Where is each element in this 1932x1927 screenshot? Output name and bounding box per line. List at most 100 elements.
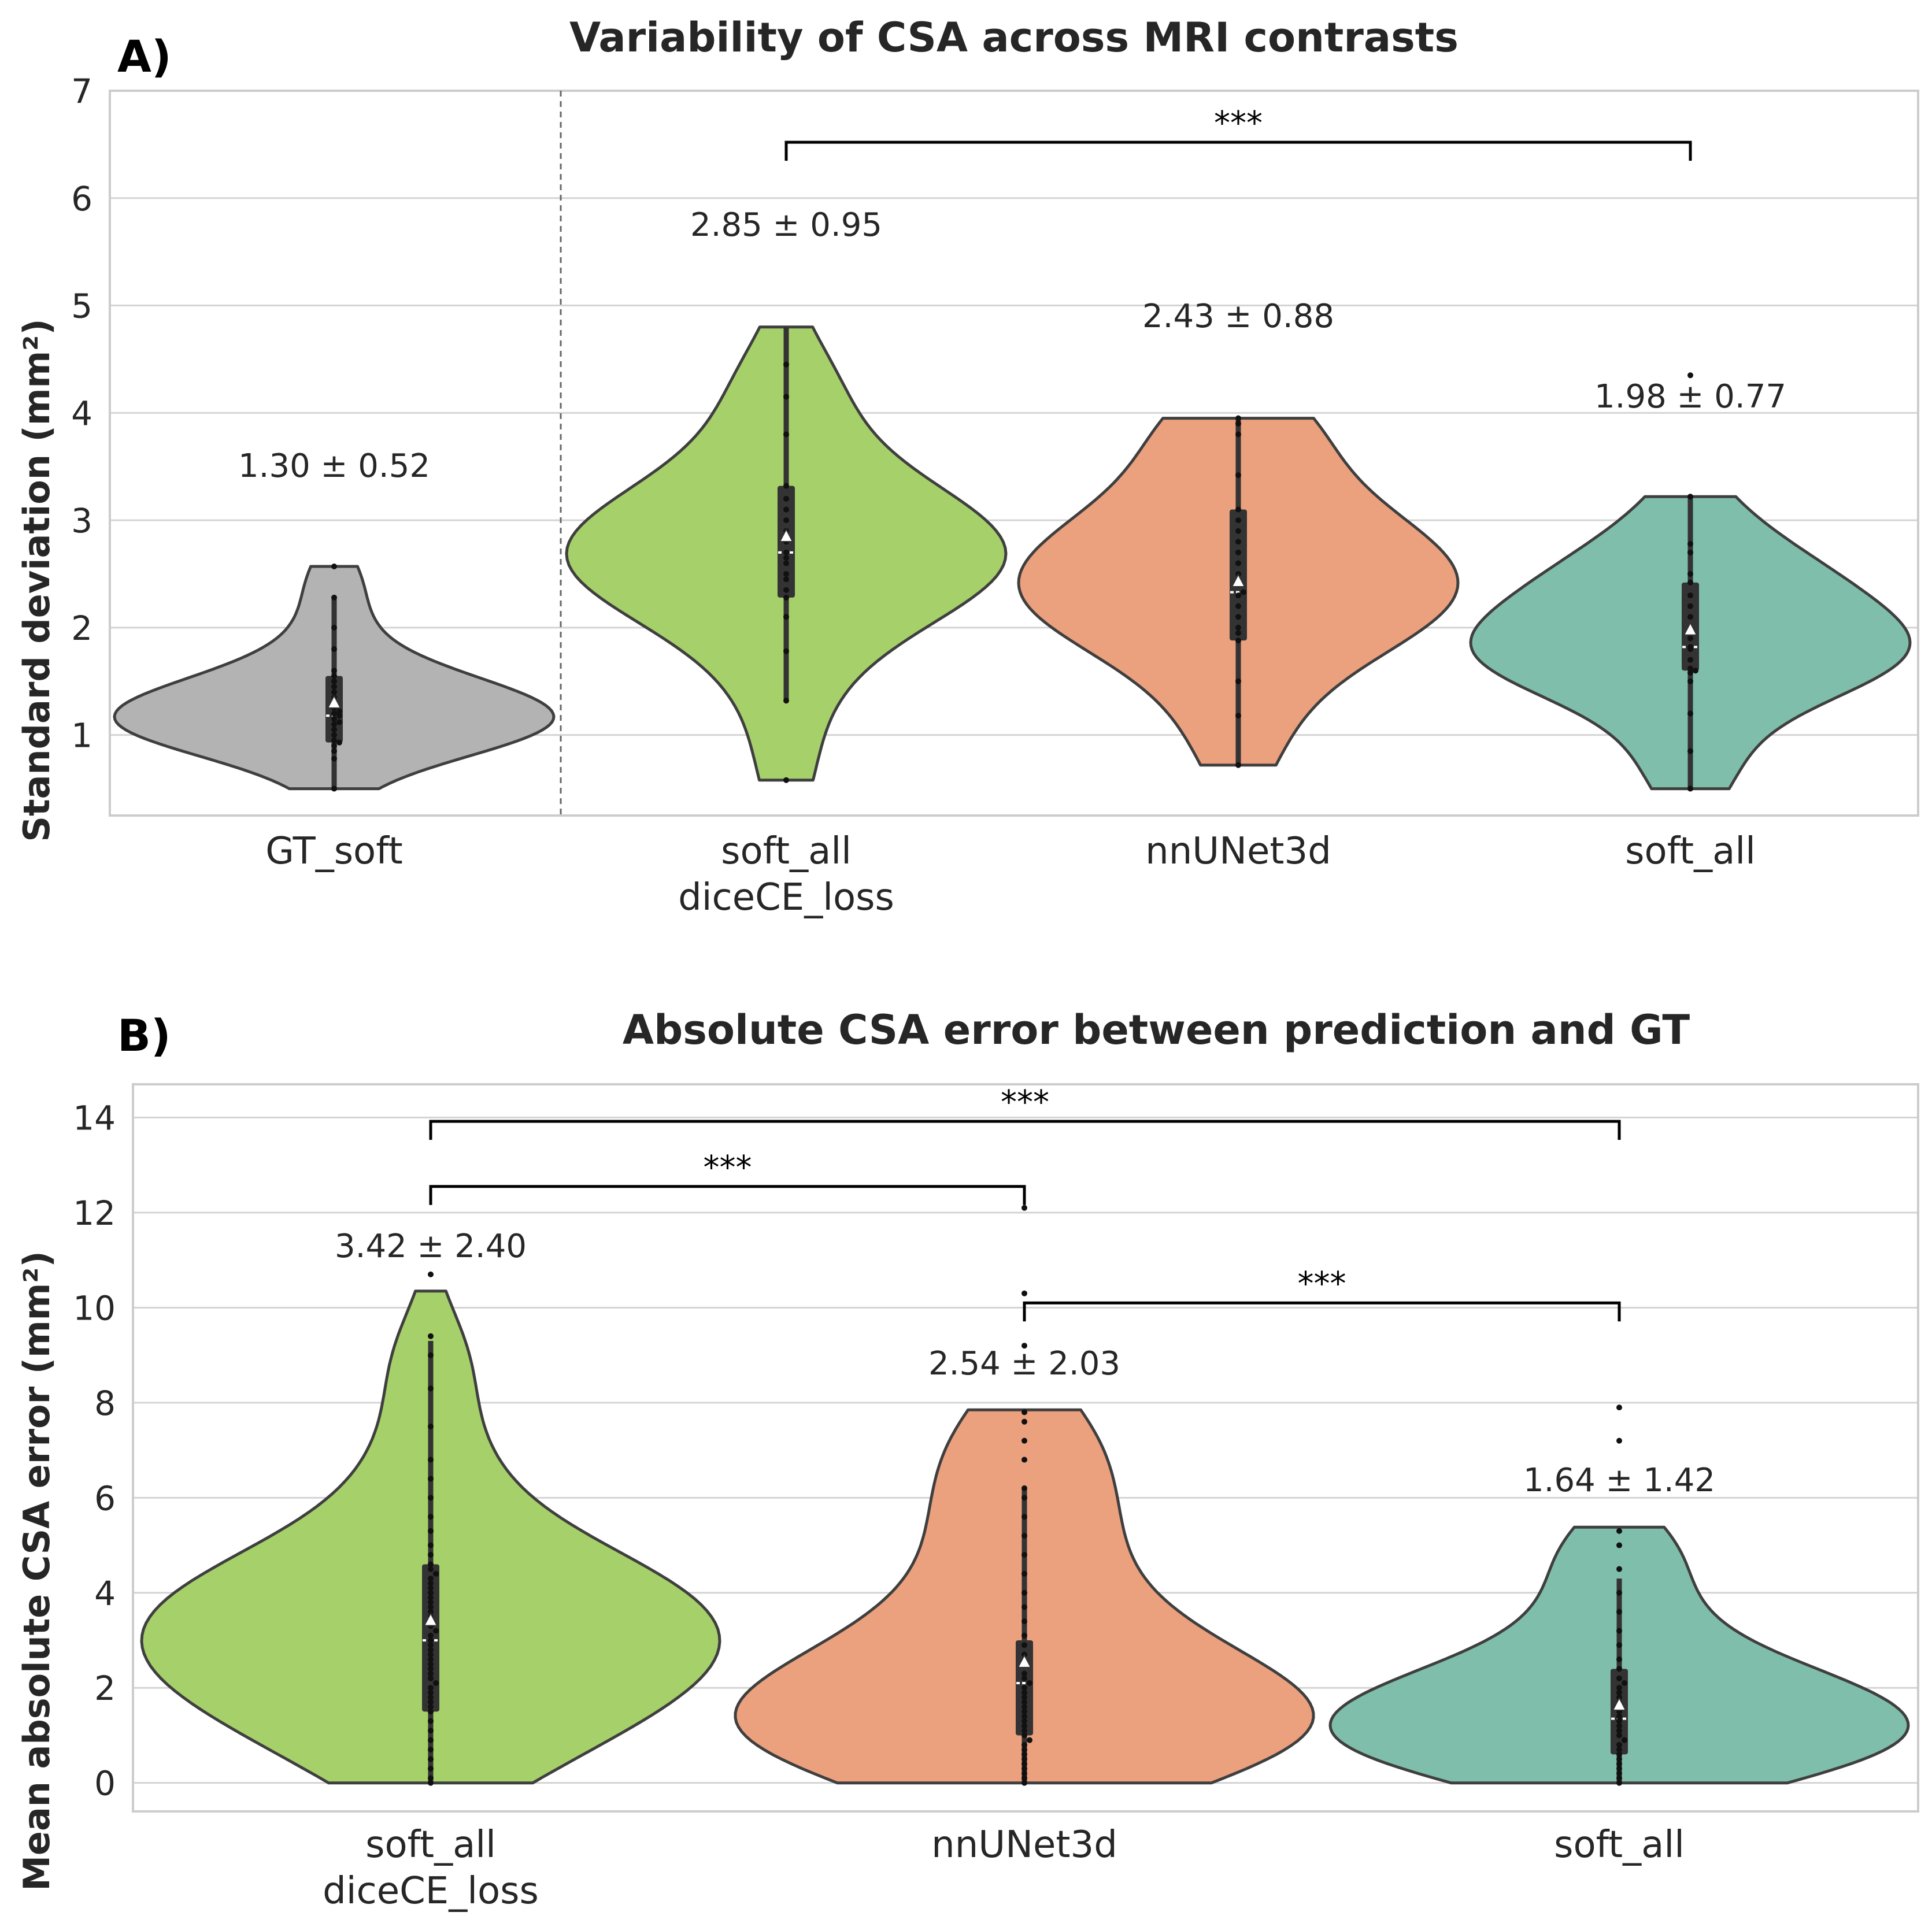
data-point [1021, 1409, 1027, 1415]
data-point [1622, 1737, 1627, 1743]
mean-sd-annotation-0: 3.42 ± 2.40 [335, 1228, 527, 1265]
data-point [331, 673, 337, 679]
data-point [1235, 713, 1241, 719]
data-point [336, 739, 342, 746]
data-point [1616, 1747, 1622, 1753]
data-point [1687, 614, 1693, 620]
y-tick-label: 2 [94, 1669, 116, 1708]
data-point [1616, 1732, 1622, 1739]
mean-sd-annotation-1: 2.54 ± 2.03 [928, 1345, 1120, 1383]
data-point [1235, 431, 1241, 438]
data-point [1235, 638, 1241, 644]
data-point [1235, 762, 1241, 768]
data-point [428, 1637, 434, 1643]
panel-a-y-axis-label: Standard deviation (mm²) [16, 318, 58, 842]
data-point [1241, 589, 1246, 595]
data-point [1021, 1589, 1027, 1596]
data-point [331, 716, 337, 722]
category-label-0: GT_soft [265, 830, 402, 873]
data-point [331, 678, 337, 684]
data-point [331, 727, 337, 733]
data-point [783, 431, 789, 438]
data-point [1616, 1675, 1622, 1681]
y-tick-label: 4 [71, 394, 92, 433]
data-point [1021, 1205, 1027, 1211]
mean-marker-2 [1612, 1696, 1627, 1711]
data-point [1021, 1704, 1027, 1710]
data-point [428, 1514, 434, 1520]
y-tick-label: 4 [94, 1574, 116, 1613]
y-tick-label: 3 [71, 501, 92, 540]
plot-frame [132, 1083, 1919, 1813]
mean-marker-0 [327, 694, 342, 709]
panel-a: A) Variability of CSA across MRI contras… [16, 14, 1919, 919]
data-point [1616, 1780, 1622, 1786]
data-point [1021, 1780, 1027, 1786]
data-point [783, 361, 789, 368]
data-point [428, 1699, 434, 1705]
mean-sd-annotation-1: 2.85 ± 0.95 [690, 206, 882, 244]
plot-frame [109, 90, 1919, 817]
data-point [1235, 506, 1241, 513]
data-point [783, 483, 789, 489]
data-point [1021, 1514, 1027, 1520]
data-point [1235, 603, 1241, 609]
significance-label-2: *** [1298, 1265, 1346, 1303]
mean-sd-annotation-2: 2.43 ± 0.88 [1142, 298, 1334, 335]
data-point [331, 785, 337, 792]
data-point [1235, 472, 1241, 479]
panel-a-title: Variability of CSA across MRI contrasts [569, 14, 1459, 61]
data-point [1616, 1642, 1622, 1648]
data-point [1235, 528, 1241, 534]
mean-marker-2 [1231, 573, 1246, 588]
data-point [336, 719, 342, 725]
data-point [428, 1580, 434, 1587]
data-point [1616, 1609, 1622, 1615]
mean-marker-1 [779, 528, 794, 542]
data-point [1021, 1675, 1027, 1681]
data-point [783, 495, 789, 502]
data-point [1235, 560, 1241, 566]
data-point [428, 1737, 434, 1743]
data-point [428, 1528, 434, 1534]
data-point [1616, 1770, 1622, 1777]
data-point [1021, 1766, 1027, 1772]
data-point [1687, 748, 1693, 754]
data-point [331, 743, 337, 749]
data-point [1021, 1604, 1027, 1610]
y-tick-label: 8 [94, 1384, 116, 1423]
data-point [331, 748, 337, 754]
data-point [1616, 1656, 1622, 1662]
data-point [1021, 1418, 1027, 1425]
data-point [1616, 1528, 1622, 1534]
data-point [1616, 1728, 1622, 1734]
data-point [428, 1585, 434, 1591]
data-point [1021, 1290, 1027, 1296]
mean-marker-0 [423, 1612, 438, 1626]
data-point [783, 777, 789, 783]
data-point [1021, 1713, 1027, 1720]
y-tick-label: 6 [71, 179, 92, 218]
data-point [1021, 1618, 1027, 1625]
category-label-1: nnUNet3d [931, 1824, 1117, 1866]
y-tick-label: 5 [71, 287, 92, 326]
data-point [1021, 1775, 1027, 1781]
data-point [783, 560, 789, 566]
data-point [433, 1680, 439, 1686]
data-point [1235, 592, 1241, 599]
data-point [331, 646, 337, 653]
data-point [1021, 1709, 1027, 1715]
data-point [428, 1651, 434, 1658]
data-point [1021, 1770, 1027, 1777]
data-point [428, 1595, 434, 1600]
mean-marker-1 [1017, 1654, 1032, 1668]
data-point [1027, 1680, 1032, 1686]
data-point [1616, 1775, 1622, 1781]
data-point [1616, 1741, 1622, 1748]
data-point [428, 1271, 434, 1277]
y-tick-label: 7 [71, 72, 92, 111]
data-point [331, 732, 337, 738]
data-point [428, 1675, 434, 1681]
data-point [428, 1333, 434, 1339]
category-label-1: diceCE_loss [678, 876, 894, 919]
